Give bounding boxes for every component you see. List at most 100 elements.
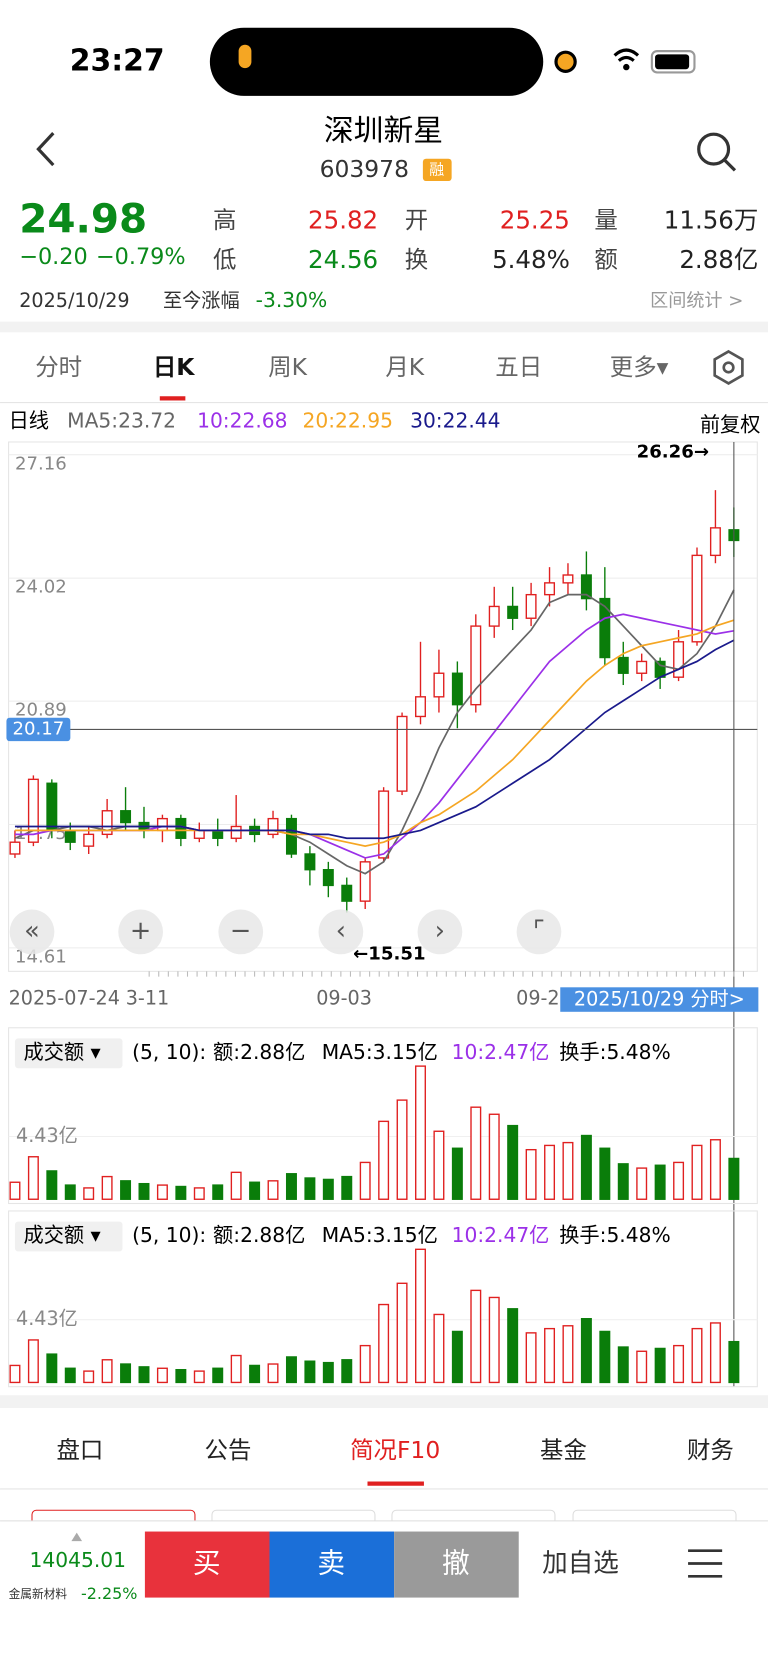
volume-bar [27, 1156, 39, 1200]
stock-name: 深圳新星 [324, 114, 443, 149]
selector[interactable]: 成交额 ▾ [23, 1040, 101, 1064]
search-handle [723, 158, 737, 172]
field-value: 2.88亿 [679, 245, 758, 274]
cancel-label: 撤 [442, 1547, 470, 1580]
bottom-tab[interactable]: 简况F10 [350, 1436, 440, 1464]
wifi-dot [623, 63, 630, 71]
vol-params: (5, 10): [132, 1040, 206, 1064]
candle-body [83, 833, 95, 847]
volume-bar [120, 1363, 132, 1384]
volume-bar [212, 1184, 224, 1200]
volume-bar [544, 1144, 556, 1200]
vol-turnover: 换手:5.48% [559, 1223, 670, 1247]
volume-bar [138, 1366, 150, 1384]
bottom-tab[interactable]: 公告 [205, 1436, 252, 1464]
bottom-tab[interactable]: 盘口 [57, 1436, 104, 1464]
sell-button[interactable] [269, 1531, 395, 1598]
volume-bar [156, 1184, 168, 1200]
candle-body [544, 582, 556, 596]
record-dot [554, 50, 577, 73]
date-badge[interactable]: 2025/10/29 分时> [574, 988, 745, 1011]
volume-bar [617, 1163, 629, 1200]
chart-frame [8, 441, 758, 972]
volume-bar [120, 1180, 132, 1200]
volume-bar [433, 1130, 445, 1200]
cancel-button[interactable] [394, 1531, 519, 1598]
selector[interactable]: 成交额 ▾ [23, 1223, 101, 1247]
nav-button[interactable] [218, 909, 264, 955]
selector-bg[interactable] [14, 1038, 123, 1069]
volume-bar [488, 1113, 500, 1200]
index-value: 14045.01 [30, 1548, 126, 1572]
candle-body [230, 825, 242, 839]
menu-button[interactable] [688, 1549, 723, 1578]
tab[interactable]: 日K [153, 353, 195, 381]
nav-button[interactable] [318, 909, 364, 955]
bottom-tab[interactable]: 基金 [540, 1436, 587, 1464]
tab[interactable]: 五日 [495, 353, 542, 381]
y-tick-label: 24.02 [15, 577, 67, 598]
index-name: 金属新材料 [9, 1587, 68, 1601]
volume-bar [175, 1368, 187, 1384]
volume-bar [304, 1360, 316, 1384]
volume-bar [341, 1175, 353, 1200]
quote-date: 2025/10/29 [19, 289, 129, 312]
watch-button[interactable]: 加自选 [542, 1549, 619, 1579]
volume-bar [617, 1346, 629, 1384]
nav-icon: ⌜ [533, 916, 545, 946]
buy-button[interactable] [144, 1531, 270, 1598]
volume-bar [285, 1356, 297, 1384]
nav-icon: + [130, 916, 151, 946]
volume-bar [230, 1171, 242, 1200]
volume-bar [470, 1106, 482, 1200]
candle-body [9, 841, 21, 855]
date-badge-bg[interactable] [560, 987, 759, 1012]
candle-body [451, 672, 463, 706]
range-stats[interactable]: 区间统计 > [650, 290, 743, 311]
volume-bar [175, 1185, 187, 1200]
volume-bar [378, 1120, 390, 1200]
vol-ma5: MA5:3.15亿 [322, 1040, 438, 1064]
since-value: -3.30% [256, 288, 328, 312]
candle-body [709, 527, 721, 557]
volume-bar [156, 1367, 168, 1384]
volume-bar [636, 1350, 648, 1384]
settings-button[interactable] [713, 349, 744, 385]
back-button[interactable] [36, 132, 55, 167]
volume-bar [709, 1322, 721, 1384]
volume-bar [562, 1141, 574, 1200]
candle-body [175, 817, 187, 839]
search-button[interactable] [697, 132, 731, 166]
volume-bar [359, 1161, 371, 1200]
badge: 融 [429, 160, 444, 178]
nav-button[interactable] [9, 909, 55, 955]
field-label: 换 [405, 245, 428, 273]
candle-body [654, 660, 666, 678]
tab[interactable]: 月K [385, 353, 424, 381]
selector-bg[interactable] [14, 1221, 123, 1252]
ma-line [14, 639, 735, 840]
volume-bar [415, 1065, 426, 1200]
nav-button[interactable] [417, 909, 463, 955]
nav-button[interactable] [516, 909, 562, 955]
nav-button[interactable] [118, 909, 164, 955]
volume-bar [64, 1367, 76, 1384]
x-tick-label: 09-2 [516, 987, 559, 1010]
vol-ma10: 10:2.47亿 [452, 1223, 550, 1247]
candle-body [691, 554, 703, 643]
volume-frame [8, 1027, 758, 1205]
price: 24.98 [19, 195, 147, 243]
vol-amount: 额:2.88亿 [213, 1040, 305, 1064]
volume-bar [46, 1353, 58, 1384]
tab[interactable]: 分时 [35, 353, 82, 381]
ma-item: 20:22.95 [303, 408, 393, 432]
candle-body [378, 790, 390, 859]
tab[interactable]: 周K [268, 353, 307, 381]
nav-icon: ‹ [336, 916, 346, 946]
volume-bar [580, 1134, 592, 1200]
volume-bar [378, 1303, 390, 1384]
adjust[interactable]: 前复权 [700, 413, 761, 437]
volume-bar [673, 1161, 685, 1200]
tab[interactable]: 更多▾ [610, 353, 669, 381]
bottom-tab[interactable]: 财务 [687, 1436, 734, 1464]
